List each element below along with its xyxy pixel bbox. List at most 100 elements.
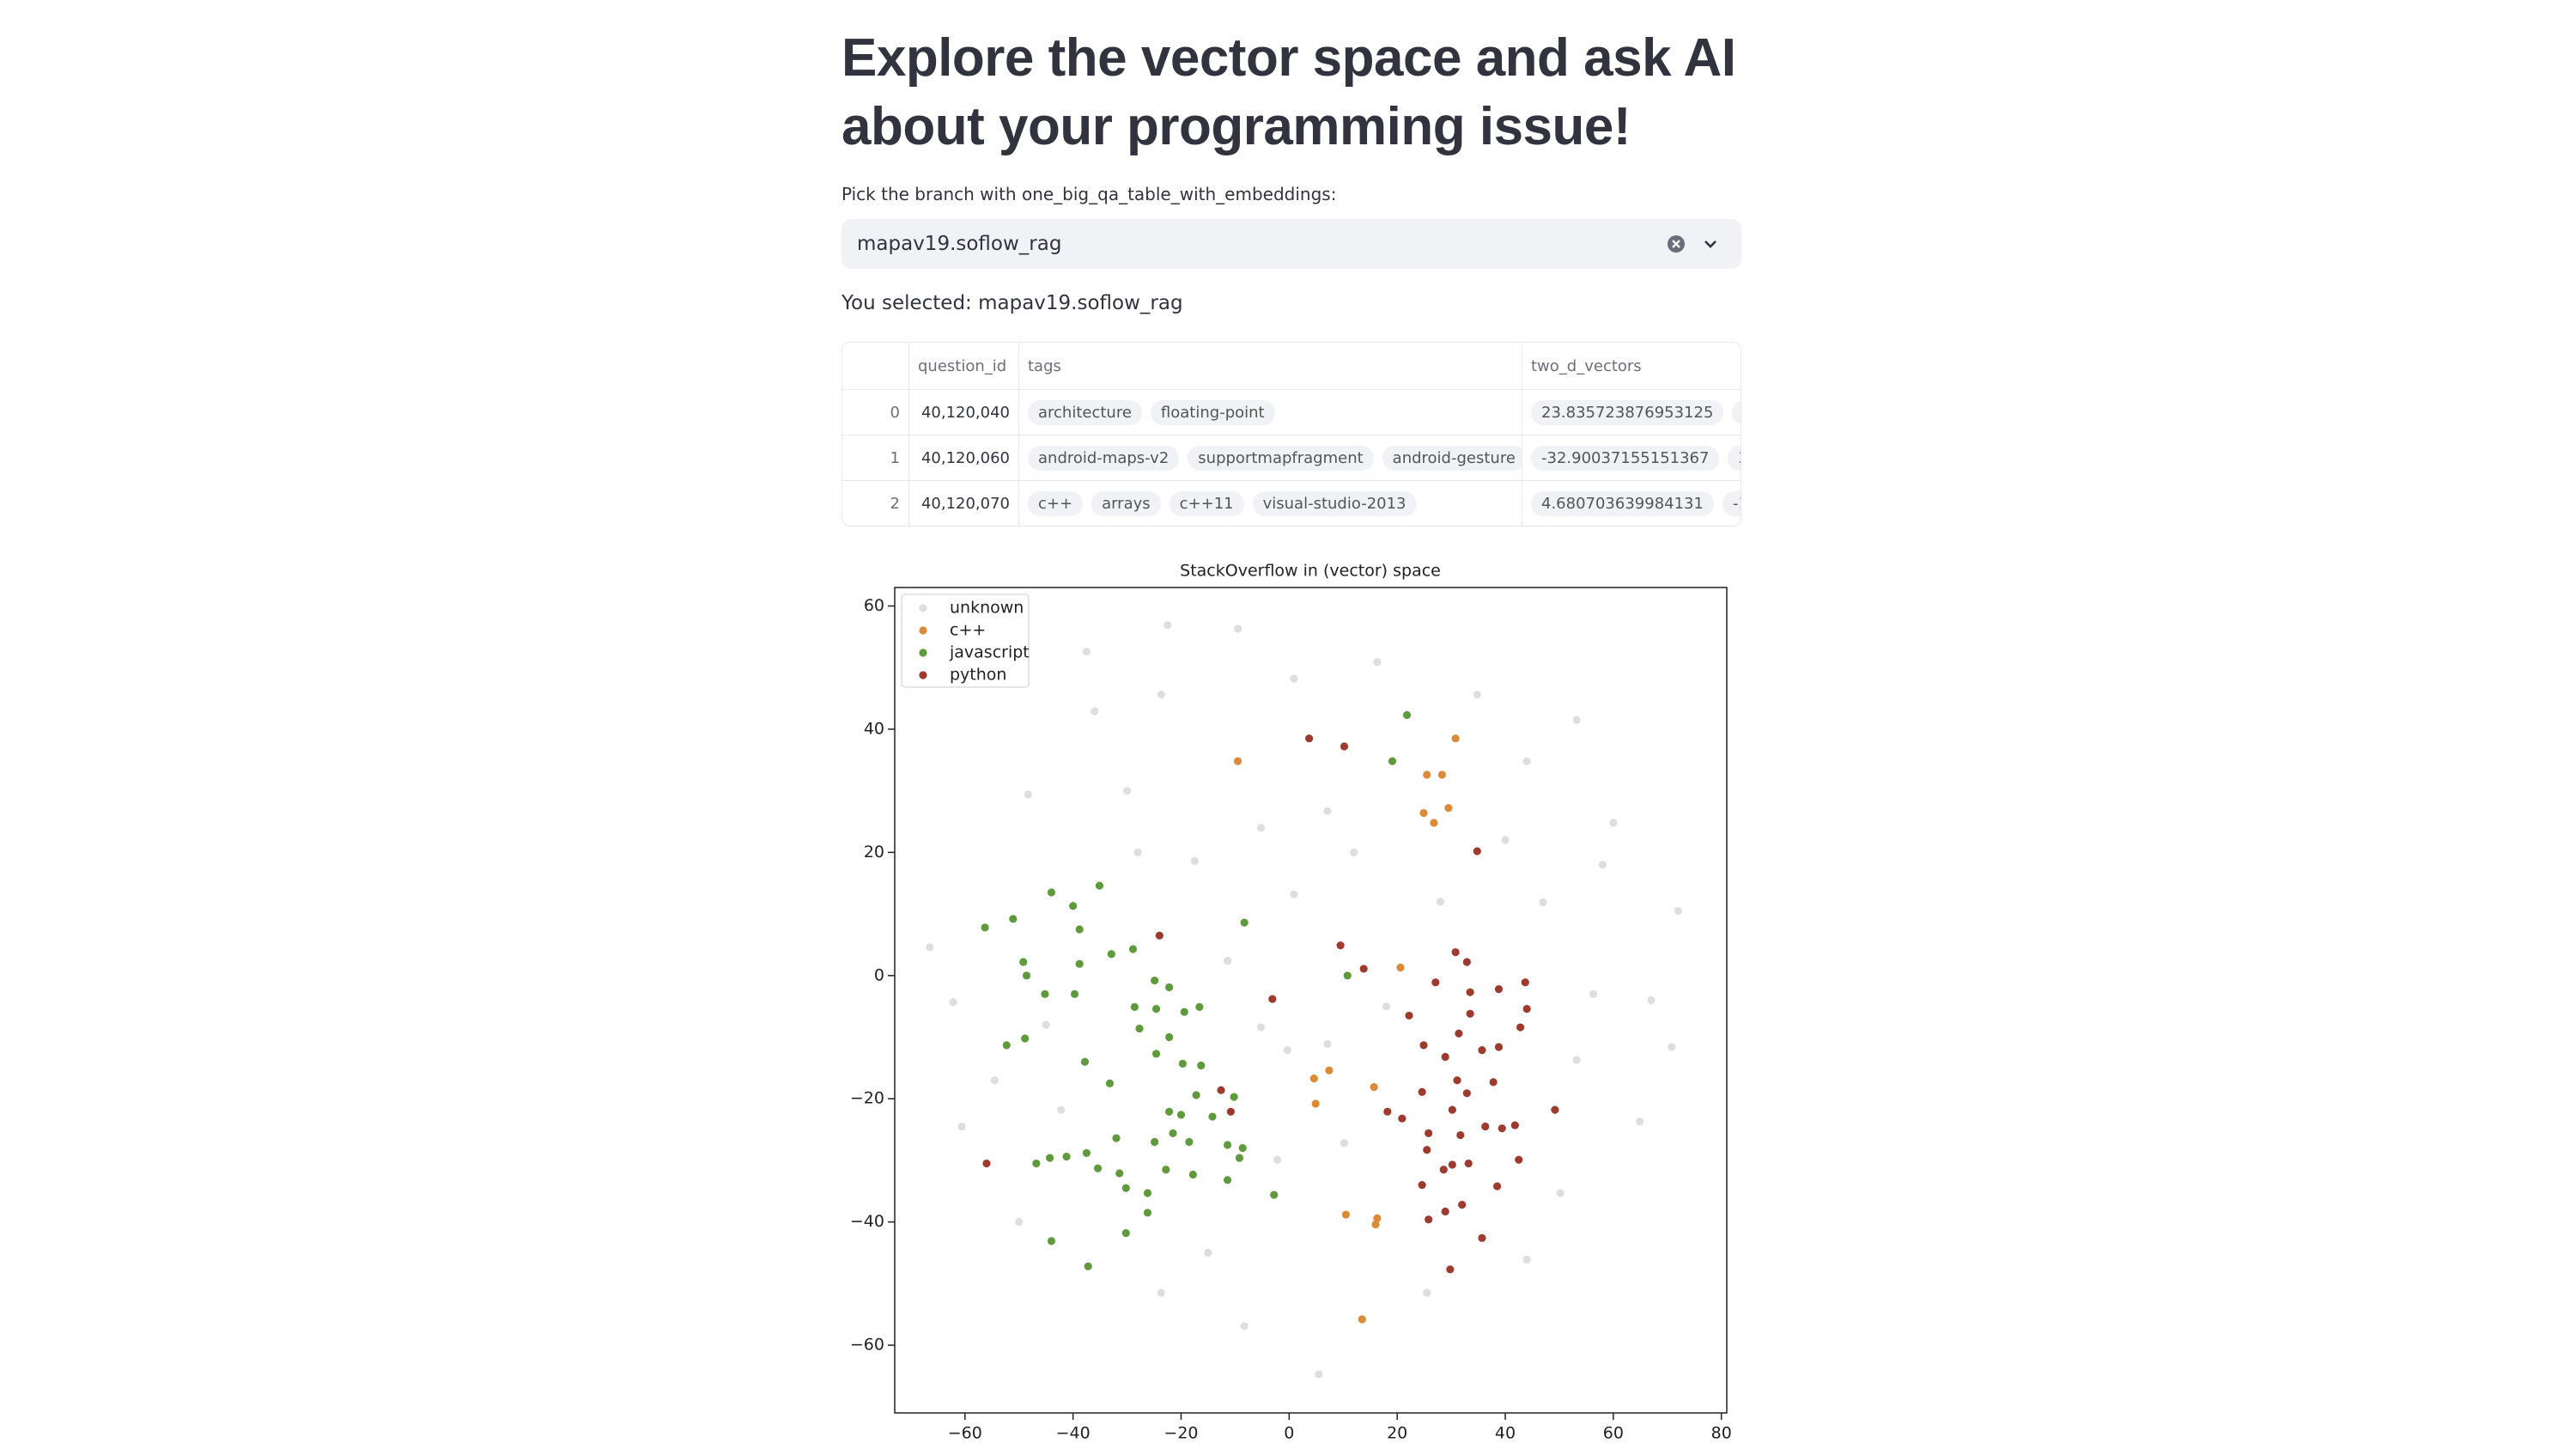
point [1425, 1129, 1433, 1138]
point [1636, 1117, 1644, 1126]
point [1230, 1093, 1238, 1101]
point [1019, 958, 1028, 966]
legend-marker [919, 671, 927, 679]
point [1115, 1169, 1124, 1178]
table-row: 1 40,120,060 android-maps-v2 supportmapfrag… [842, 435, 1741, 480]
point [1268, 995, 1277, 1003]
point [1609, 819, 1618, 827]
point [1522, 1255, 1531, 1264]
tag-pill: c++11 [1169, 490, 1244, 516]
point [1343, 971, 1352, 980]
y-tick-label: 20 [864, 843, 884, 861]
point [1350, 848, 1358, 856]
point [1453, 1076, 1461, 1085]
point [1323, 807, 1332, 815]
point [1341, 1210, 1350, 1219]
x-tick-label: 40 [1495, 1424, 1516, 1443]
point [1015, 1218, 1024, 1227]
point [1458, 1200, 1467, 1209]
point [1515, 1155, 1523, 1164]
point [1446, 1265, 1455, 1274]
point [1494, 1043, 1504, 1051]
point [1451, 734, 1460, 743]
selection-text: You selected: mapav19.soflow_rag [841, 292, 1183, 314]
point [1370, 1083, 1378, 1092]
point [1451, 947, 1460, 957]
point [1425, 1215, 1433, 1224]
point [1238, 1144, 1247, 1153]
point [1441, 1207, 1449, 1216]
select-label: Pick the branch with one_big_qa_table_wi… [841, 184, 1337, 204]
point [1095, 881, 1104, 890]
point [1358, 1315, 1366, 1324]
point [1464, 1159, 1473, 1168]
point [1062, 1153, 1071, 1161]
tag-pill: visual-studio-2013 [1252, 490, 1417, 516]
index-header [842, 343, 908, 389]
point [1522, 1004, 1531, 1014]
point [1233, 757, 1242, 765]
point [1240, 1322, 1249, 1330]
point [1419, 1041, 1428, 1050]
point [1169, 1129, 1177, 1138]
point [1047, 1237, 1056, 1245]
tag-pill: floating-point [1150, 399, 1275, 425]
tags-cell: android-maps-v2 supportmapfragment android… [1018, 435, 1522, 480]
point [1157, 691, 1165, 699]
question-id: 40,120,060 [908, 435, 1018, 480]
point [1273, 1155, 1282, 1164]
point [1481, 1122, 1490, 1131]
point [1430, 819, 1438, 827]
point [1371, 1220, 1380, 1229]
point [1128, 945, 1138, 953]
point [1107, 950, 1115, 959]
point [1539, 898, 1547, 907]
point [1208, 1112, 1217, 1121]
y-tick-label: 60 [864, 596, 884, 615]
point [1143, 1189, 1152, 1197]
point [1418, 1181, 1426, 1190]
point [1455, 1029, 1463, 1038]
dropdown-icon[interactable] [1700, 234, 1721, 254]
point [1589, 989, 1598, 998]
point [1283, 1045, 1292, 1055]
table-row: 0 40,120,040 architecture floating-point 23.… [842, 389, 1741, 435]
point [1257, 1023, 1266, 1032]
point [1456, 1130, 1465, 1140]
y-tick-label: 40 [864, 719, 884, 738]
point [1224, 1141, 1232, 1149]
select-value[interactable]: mapav19.soflow_rag [857, 233, 1062, 255]
legend-label: javascript [949, 643, 1030, 662]
point [1082, 1148, 1091, 1157]
point [1217, 1086, 1225, 1094]
point [1155, 931, 1163, 940]
point [1057, 1105, 1066, 1114]
vector-pill: -16. [1722, 490, 1741, 516]
point [1121, 1184, 1130, 1192]
point [1473, 847, 1481, 855]
point [1501, 836, 1510, 844]
chart-title: StackOverflow in (vector) space [1180, 562, 1441, 581]
point [1151, 976, 1159, 985]
branch-select[interactable]: mapav19.soflow_rag [841, 219, 1741, 269]
point [957, 1122, 966, 1131]
point [1498, 1124, 1506, 1133]
clear-icon[interactable] [1666, 234, 1686, 254]
point [1122, 787, 1132, 795]
vectors-cell: 23.835723876953125 6.8 [1522, 390, 1741, 435]
point [1423, 1146, 1431, 1154]
point [1235, 1154, 1244, 1162]
legend-box [901, 594, 1030, 688]
point [981, 923, 989, 932]
point [1024, 790, 1033, 799]
point [1572, 1056, 1581, 1064]
point [1373, 1214, 1382, 1222]
point [1336, 941, 1345, 950]
point [1419, 808, 1428, 818]
point [1002, 1041, 1011, 1050]
point [1402, 710, 1412, 720]
point [1444, 804, 1453, 813]
point [1042, 1020, 1050, 1029]
point [1185, 1137, 1194, 1147]
point [1270, 1190, 1279, 1199]
